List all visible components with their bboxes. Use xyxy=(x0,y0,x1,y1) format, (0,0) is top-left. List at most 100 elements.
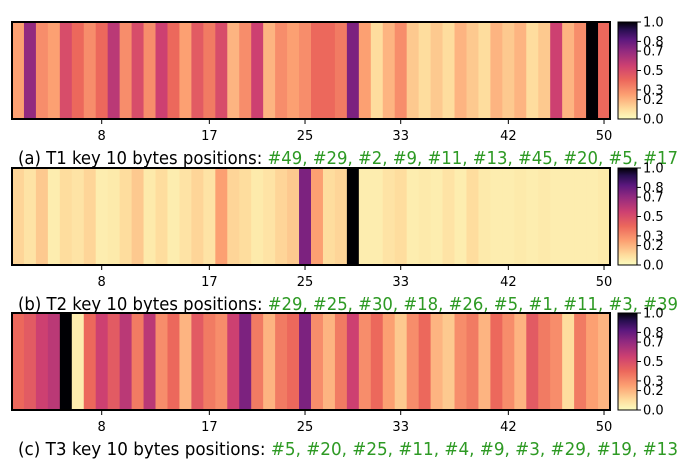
heatmap-cell xyxy=(287,168,300,265)
heatmap-cell xyxy=(275,313,288,410)
heatmap-cell xyxy=(550,313,563,410)
heatmap-cell xyxy=(382,22,396,119)
heatmap-cell xyxy=(275,22,288,119)
caption-positions: #5, #20, #25, #11, #4, #9, #3, #29, #19,… xyxy=(271,440,678,460)
heatmap-cell xyxy=(394,22,408,119)
heatmap-cell xyxy=(263,168,276,265)
heatmap-cell xyxy=(598,22,611,119)
caption-positions: #29, #25, #30, #18, #26, #5, #1, #11, #3… xyxy=(268,295,678,315)
colorbar-gradient xyxy=(617,312,638,411)
heatmap-cell xyxy=(442,313,456,410)
heatmap-cell xyxy=(227,168,240,265)
heatmap-cell xyxy=(95,168,109,265)
x-tick-label: 25 xyxy=(297,129,314,144)
heatmap-cell xyxy=(406,22,420,119)
heatmap-cell xyxy=(394,168,408,265)
x-tick-label: 33 xyxy=(392,129,409,144)
x-tick-label: 42 xyxy=(500,420,517,435)
heatmap-cell xyxy=(466,313,480,410)
heatmap-cell xyxy=(382,168,396,265)
heatmap-cell xyxy=(215,168,228,265)
heatmap-cell xyxy=(287,313,300,410)
heatmap-cell xyxy=(358,313,372,410)
heatmap-cell xyxy=(311,313,324,410)
heatmap-cell xyxy=(179,168,192,265)
colorbar-tick-label: 0.2 xyxy=(643,384,664,399)
heatmap-cell xyxy=(263,22,276,119)
heatmap-cell xyxy=(191,22,204,119)
heatmap-cell xyxy=(179,22,192,119)
colorbar-tick-label: 0.8 xyxy=(643,326,664,341)
heatmap-cell xyxy=(83,22,97,119)
heatmap-cell xyxy=(358,22,372,119)
heatmap-cell xyxy=(538,313,551,410)
heatmap-cell xyxy=(47,313,61,410)
x-tick-label: 25 xyxy=(297,420,314,435)
colorbar-tick-label: 0.8 xyxy=(643,181,664,196)
heatmap-cell xyxy=(215,313,228,410)
heatmap-cell xyxy=(107,22,121,119)
heatmap-cell xyxy=(227,22,240,119)
heatmap-cell xyxy=(346,22,360,119)
x-tick-label: 50 xyxy=(596,129,613,144)
heatmap-cell xyxy=(454,22,468,119)
x-tick-label: 25 xyxy=(297,275,314,290)
heatmap-cell xyxy=(502,168,515,265)
heatmap-cell xyxy=(35,313,49,410)
heatmap-cell xyxy=(239,168,252,265)
heatmap-frame xyxy=(11,21,611,120)
heatmap-cell xyxy=(143,22,157,119)
colorbar: 1.0 0.80.7 0.5 0.30.2 0.0 xyxy=(617,307,664,419)
heatmap-cell xyxy=(251,168,264,265)
heatmap-cell xyxy=(83,168,97,265)
colorbar-tick-label: 0.8 xyxy=(643,35,664,50)
heatmap-cell xyxy=(514,313,527,410)
heatmap-cell xyxy=(370,168,384,265)
heatmap-cell xyxy=(586,168,599,265)
heatmap-cell xyxy=(311,168,324,265)
colorbar-tick-label: 1.0 xyxy=(643,307,664,322)
x-ticks: 8 17 25 33 42 50 xyxy=(98,265,612,290)
heatmap-cell xyxy=(586,22,599,119)
heatmap-cell xyxy=(71,168,85,265)
colorbar-tick-label: 0.3 xyxy=(643,83,664,98)
heatmap-cell xyxy=(119,22,133,119)
heatmap-cell xyxy=(131,313,145,410)
heatmap-cell xyxy=(203,22,216,119)
colorbar-tick-label: 1.0 xyxy=(643,16,664,31)
heatmap-cell xyxy=(12,313,25,410)
heatmap-cell xyxy=(490,22,503,119)
heatmap-cells xyxy=(12,22,611,119)
heatmap-cell xyxy=(167,22,181,119)
heatmap-cell xyxy=(191,313,204,410)
heatmap-cell xyxy=(23,313,37,410)
x-tick-label: 17 xyxy=(201,275,218,290)
heatmap-cell xyxy=(12,22,25,119)
heatmap-cell xyxy=(346,168,360,265)
heatmap-cell xyxy=(95,22,109,119)
heatmap-cell xyxy=(334,22,348,119)
heatmap-cell xyxy=(418,22,432,119)
heatmap-frame xyxy=(11,312,611,411)
heatmap-cell xyxy=(47,22,61,119)
colorbar-tick-label: 0.5 xyxy=(643,210,664,225)
heatmap-cell xyxy=(466,22,480,119)
heatmap-cell xyxy=(131,168,145,265)
caption: (c) T3 key 10 bytes positions: #5, #20, … xyxy=(18,440,678,460)
colorbar-tick-label: 0.5 xyxy=(643,64,664,79)
heatmap-cell xyxy=(299,313,312,410)
heatmap-cell xyxy=(430,22,444,119)
heatmap-cell xyxy=(418,313,432,410)
heatmap-cell xyxy=(502,22,515,119)
heatmap-cell xyxy=(514,22,527,119)
heatmap-cell xyxy=(107,168,121,265)
heatmap-cell xyxy=(442,168,456,265)
heatmap-cell xyxy=(203,313,216,410)
panel-b: 8 17 25 33 42 50 1.0 0.80.7 0.5 0.30.2 0.0 (b) T2… xyxy=(11,162,678,315)
colorbar-tick-label: 0.0 xyxy=(643,404,664,419)
heatmap-cell xyxy=(59,313,73,410)
panel-c: 8 17 25 33 42 50 1.0 0.80.7 0.5 0.30.2 0.0 (c) T3… xyxy=(11,307,678,460)
colorbar-tick-label: 0.2 xyxy=(643,93,664,108)
heatmap-cell xyxy=(155,313,169,410)
